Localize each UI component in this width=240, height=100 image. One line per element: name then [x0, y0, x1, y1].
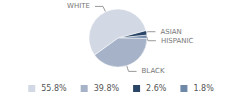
svg-text:1.8%: 1.8%: [193, 84, 214, 93]
svg-text:HISPANIC: HISPANIC: [161, 37, 194, 45]
svg-text:2.6%: 2.6%: [146, 84, 167, 93]
svg-text:39.8%: 39.8%: [94, 84, 120, 93]
svg-text:WHITE: WHITE: [67, 2, 90, 10]
svg-text:BLACK: BLACK: [142, 67, 165, 75]
svg-text:ASIAN: ASIAN: [160, 28, 181, 36]
svg-text:55.8%: 55.8%: [41, 84, 67, 93]
